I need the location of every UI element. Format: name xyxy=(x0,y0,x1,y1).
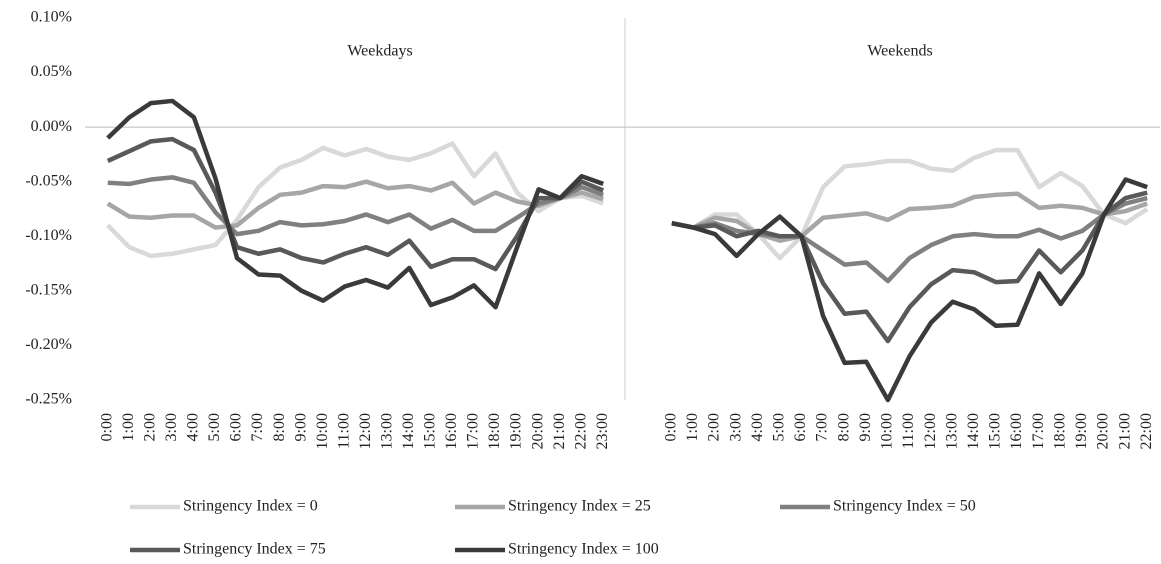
x-tick-label: 10:00 xyxy=(314,413,331,449)
x-tick-label: 8:00 xyxy=(835,413,852,441)
x-tick-label: 1:00 xyxy=(684,413,701,441)
x-tick-label: 15:00 xyxy=(987,413,1004,449)
panel-title: Weekdays xyxy=(347,43,412,60)
x-tick-label: 3:00 xyxy=(163,413,180,441)
x-tick-label: 4:00 xyxy=(749,413,766,441)
series-line xyxy=(106,179,604,230)
x-tick-label: 16:00 xyxy=(443,413,460,449)
y-tick-label: -0.25% xyxy=(25,391,72,408)
x-tick-label: 22:00 xyxy=(572,413,589,449)
x-tick-label: 10:00 xyxy=(879,413,896,449)
x-tick-label: 12:00 xyxy=(357,413,374,449)
x-tick-label: 14:00 xyxy=(965,413,982,449)
y-tick-label: 0.00% xyxy=(31,118,72,135)
x-tick-label: 4:00 xyxy=(185,413,202,441)
x-tick-label: 18:00 xyxy=(486,413,503,449)
x-tick-label: 5:00 xyxy=(771,413,788,441)
x-tick-label: 13:00 xyxy=(943,413,960,449)
x-tick-label: 23:00 xyxy=(594,413,611,449)
x-tick-label: 6:00 xyxy=(792,413,809,441)
x-tick-label: 16:00 xyxy=(1008,413,1025,449)
y-tick-label: -0.05% xyxy=(25,172,72,189)
legend-label: Stringency Index = 75 xyxy=(183,541,326,558)
x-tick-label: 17:00 xyxy=(465,413,482,449)
legend-label: Stringency Index = 25 xyxy=(508,498,651,515)
x-tick-label: 7:00 xyxy=(814,413,831,441)
x-tick-label: 3:00 xyxy=(727,413,744,441)
x-tick-label: 21:00 xyxy=(551,413,568,449)
x-tick-label: 1:00 xyxy=(120,413,137,441)
x-tick-label: 11:00 xyxy=(900,413,917,449)
x-tick-label: 19:00 xyxy=(508,413,525,449)
series-line xyxy=(106,136,605,272)
x-tick-label: 19:00 xyxy=(1073,413,1090,449)
x-tick-label: 15:00 xyxy=(422,413,439,449)
series-line xyxy=(107,175,604,237)
series-line xyxy=(671,147,1149,261)
x-tick-label: 12:00 xyxy=(922,413,939,449)
y-tick-label: 0.10% xyxy=(31,9,72,26)
x-tick-label: 5:00 xyxy=(206,413,223,441)
series-line xyxy=(671,177,1148,403)
legend-label: Stringency Index = 50 xyxy=(833,498,976,515)
series-line xyxy=(671,191,1148,243)
x-tick-label: 7:00 xyxy=(249,413,266,441)
y-tick-label: -0.10% xyxy=(25,227,72,244)
x-tick-label: 14:00 xyxy=(400,413,417,449)
series-line xyxy=(671,190,1148,344)
x-tick-label: 0:00 xyxy=(662,413,679,441)
x-tick-label: 6:00 xyxy=(228,413,245,441)
y-tick-label: 0.05% xyxy=(31,63,72,80)
x-tick-label: 2:00 xyxy=(706,413,723,441)
x-tick-label: 8:00 xyxy=(271,413,288,441)
x-tick-label: 2:00 xyxy=(142,413,159,441)
x-tick-label: 18:00 xyxy=(1051,413,1068,449)
x-tick-label: 9:00 xyxy=(292,413,309,441)
x-tick-label: 22:00 xyxy=(1138,413,1155,449)
x-tick-label: 9:00 xyxy=(857,413,874,441)
x-tick-label: 0:00 xyxy=(98,413,115,441)
y-tick-label: -0.15% xyxy=(25,282,72,299)
panel-title: Weekends xyxy=(867,43,932,60)
x-tick-label: 20:00 xyxy=(1095,413,1112,449)
series-line xyxy=(106,141,604,259)
x-tick-label: 17:00 xyxy=(1030,413,1047,449)
x-tick-label: 13:00 xyxy=(378,413,395,449)
series-line xyxy=(106,98,604,310)
x-tick-label: 20:00 xyxy=(529,413,546,449)
y-tick-label: -0.20% xyxy=(25,336,72,353)
x-tick-label: 21:00 xyxy=(1116,413,1133,449)
x-tick-label: 11:00 xyxy=(335,413,352,449)
legend-label: Stringency Index = 0 xyxy=(183,498,318,515)
legend-label: Stringency Index = 100 xyxy=(508,541,659,558)
